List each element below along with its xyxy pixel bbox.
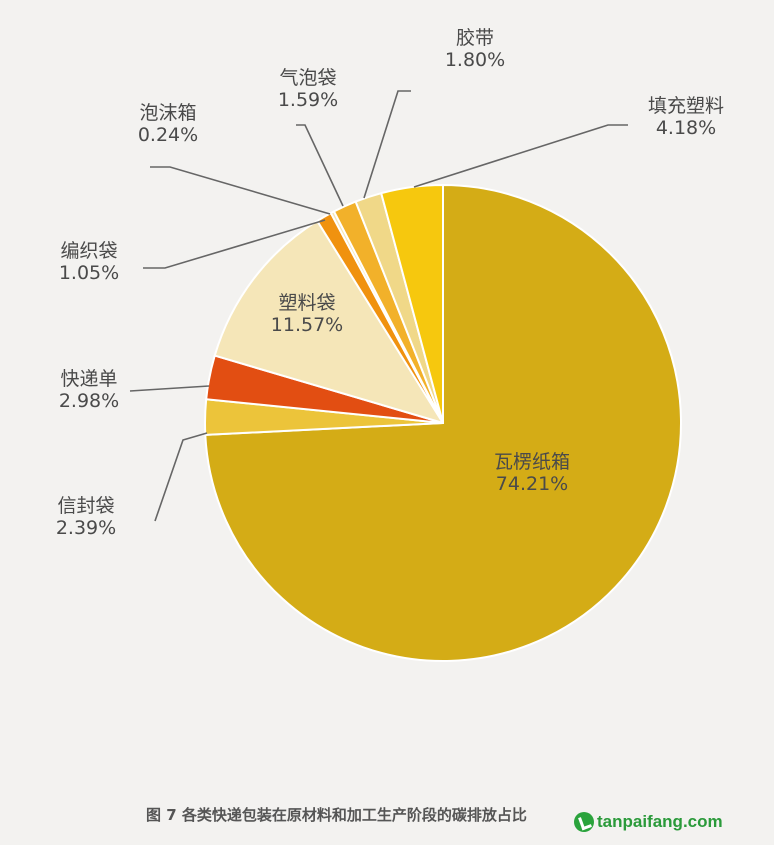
slice-label: 瓦楞纸箱 [494,451,570,473]
slice-value-label: 2.39% [56,517,116,539]
leader-line [296,124,344,207]
slice-value-label: 74.21% [496,473,568,495]
slice-label: 胶带 [456,27,494,49]
slice-label: 信封袋 [57,495,114,517]
slice-value-label: 1.80% [445,49,505,71]
slice-value-label: 11.57% [271,314,343,336]
slice-value-label: 2.98% [59,390,119,412]
slice-label: 快递单 [60,368,117,390]
leader-line [363,90,411,199]
leader-line [129,385,210,392]
watermark: tanpaifang.com [574,812,723,832]
leader-line [143,219,326,269]
slice-label: 塑料袋 [278,292,335,314]
slice-value-label: 1.05% [59,262,119,284]
slice-label: 填充塑料 [648,95,724,117]
slice-value-label: 1.59% [278,89,338,111]
pie-slice [380,184,444,424]
slice-label: 气泡袋 [279,67,336,89]
leader-line [413,124,628,188]
slice-label: 编织袋 [60,240,117,262]
slice-value-label: 4.18% [656,117,716,139]
figure-caption: 图 7 各类快递包装在原材料和加工生产阶段的碳排放占比 [146,806,527,824]
leader-line [154,432,208,522]
slice-label: 泡沫箱 [139,102,196,124]
watermark-text: tanpaifang.com [597,812,723,831]
pie-slice [213,219,444,424]
pie-chart: 瓦楞纸箱74.21%信封袋2.39%快递单2.98%塑料袋11.57%编织袋1.… [56,27,724,662]
leader-line [150,166,331,215]
leaf-icon [574,812,594,832]
slice-value-label: 0.24% [138,124,198,146]
